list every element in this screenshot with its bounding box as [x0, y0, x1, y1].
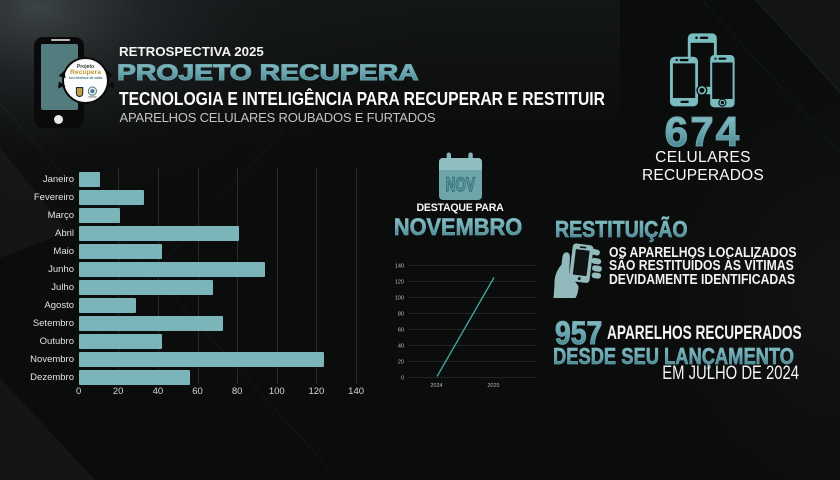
svg-text:20: 20	[398, 360, 404, 366]
svg-text:2024: 2024	[430, 383, 442, 389]
svg-text:2025: 2025	[487, 383, 499, 389]
svg-text:120: 120	[395, 280, 404, 286]
svg-text:40: 40	[398, 344, 404, 350]
svg-text:60: 60	[398, 328, 404, 334]
svg-text:140: 140	[395, 264, 404, 270]
svg-text:NOV: NOV	[446, 173, 476, 195]
svg-text:80: 80	[398, 312, 404, 318]
svg-text:100: 100	[395, 296, 404, 302]
svg-text:0: 0	[401, 376, 404, 382]
